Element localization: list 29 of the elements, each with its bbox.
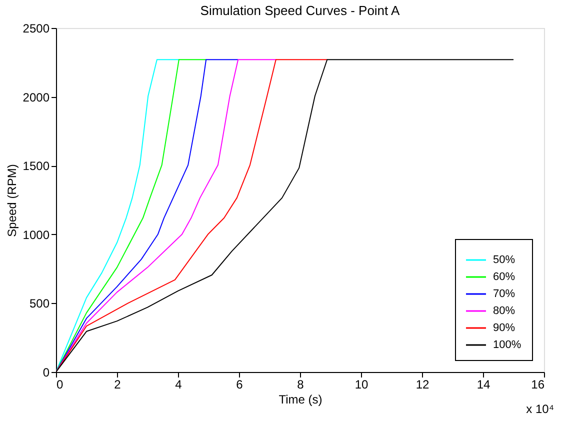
- y-tick-label: 1000: [22, 228, 50, 242]
- y-tick-label: 2000: [22, 90, 50, 104]
- y-tick-label: 0: [42, 366, 50, 380]
- x-tick-label: 6: [236, 378, 244, 392]
- legend-label: 70%: [493, 288, 516, 300]
- legend-label: 60%: [493, 271, 516, 283]
- x-tick-label: 16: [531, 378, 545, 392]
- x-axis-title: Time (s): [278, 392, 322, 406]
- chart-title: Simulation Speed Curves - Point A: [200, 3, 400, 18]
- y-tick-label: 500: [29, 296, 50, 311]
- legend-label: 80%: [493, 305, 516, 317]
- x-tick-label: 8: [297, 378, 304, 392]
- x-tick-label: 14: [476, 378, 490, 392]
- legend-label: 100%: [493, 339, 522, 351]
- x-tick-label: 4: [175, 378, 182, 392]
- line-series: [56, 59, 207, 372]
- text: x 10⁴: [526, 402, 554, 416]
- x-tick-label: 0: [56, 378, 64, 392]
- x-tick-label: 2: [114, 378, 122, 392]
- line-series: [56, 59, 180, 372]
- legend-label: 50%: [493, 254, 516, 266]
- x-tick-label: 10: [354, 378, 368, 392]
- line-series: [56, 59, 239, 372]
- y-tick-label: 2500: [22, 22, 50, 36]
- legend-label: 90%: [493, 322, 516, 334]
- y-tick-label: 1500: [22, 159, 50, 174]
- y-axis-title: Speed (RPM): [4, 164, 19, 237]
- x-tick-label: 12: [416, 378, 430, 392]
- line-series: [56, 59, 328, 372]
